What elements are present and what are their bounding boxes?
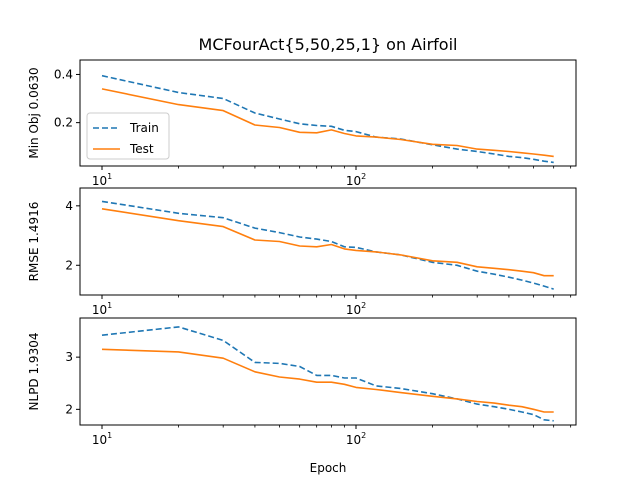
y-axis-label: RMSE 1.4916 [27, 202, 41, 282]
legend: Train Test [86, 112, 170, 160]
x-tick-label: 101 [92, 172, 112, 188]
y-tick-label: 2 [65, 258, 73, 272]
chart-title: MCFourAct{5,50,25,1} on Airfoil [199, 35, 458, 54]
axes-frame [79, 317, 577, 426]
legend-label-test: Test [129, 142, 154, 156]
panels-layer: 0.2 0.4 101 102 Min Obj 0.0630 Train Test 2 4 101… [27, 59, 577, 447]
series-line-test [101, 348, 554, 413]
y-axis-label: NLPD 1.9304 [27, 333, 41, 411]
panel-2: 2 4 101 102 RMSE 1.4916 [27, 187, 577, 317]
series-line-test [101, 208, 554, 277]
x-tick-label: 101 [92, 301, 112, 317]
series-line-test [101, 88, 554, 158]
y-tick-label: 4 [65, 199, 73, 213]
x-tick-label: 101 [92, 431, 112, 447]
panel-3: 2 3 101 102 NLPD 1.9304 [27, 317, 577, 447]
x-tick-label: 102 [346, 431, 366, 447]
x-tick-label: 102 [346, 172, 366, 188]
x-axis-label: Epoch [310, 461, 347, 475]
axes-frame [79, 59, 577, 167]
y-tick-label: 0.4 [54, 67, 73, 81]
axes-frame [79, 187, 577, 296]
legend-label-train: Train [129, 121, 159, 135]
x-tick-label: 102 [346, 301, 366, 317]
y-tick-label: 2 [65, 402, 73, 416]
y-tick-label: 3 [65, 350, 73, 364]
y-tick-label: 0.2 [54, 116, 73, 130]
legend-frame [86, 112, 170, 160]
panel-1: 0.2 0.4 101 102 Min Obj 0.0630 Train Test [27, 59, 577, 188]
y-axis-label: Min Obj 0.0630 [27, 67, 41, 158]
